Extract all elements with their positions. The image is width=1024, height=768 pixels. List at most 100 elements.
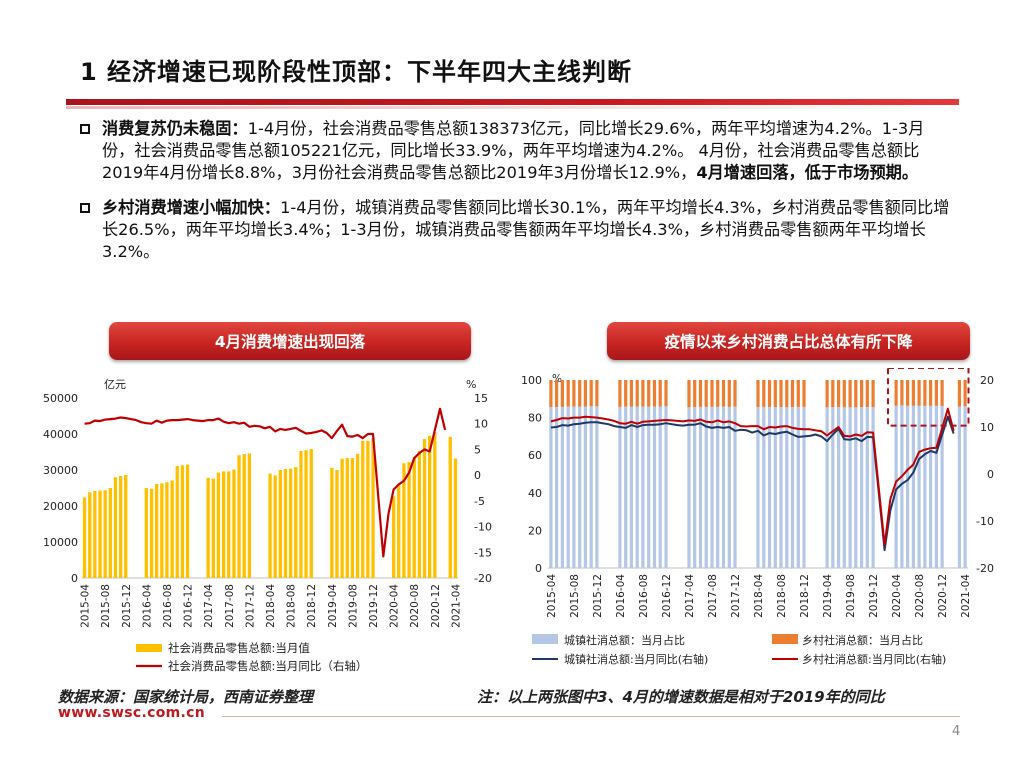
page-number: 4 (952, 724, 961, 739)
sales-bar (355, 453, 360, 578)
y-tick-label-left: 50000 (43, 392, 78, 405)
y-tick-label-left: 0 (71, 572, 78, 585)
sales-bar (160, 483, 164, 578)
y-tick-label-right: -15 (474, 546, 492, 559)
x-tick-label: 2018-12 (306, 584, 318, 628)
legend-label: 城镇社消总额：当月占比 (564, 633, 685, 647)
urban-share-bar (848, 407, 852, 568)
rural-share-bar (647, 380, 651, 407)
rural-share-bar (560, 380, 564, 407)
rural-share-bar (687, 380, 691, 408)
x-tick-label: 2020-12 (937, 574, 949, 618)
website-url[interactable]: www.swsc.com.cn (58, 705, 206, 721)
sales-bar (149, 488, 154, 578)
y-tick-label-left: 30000 (43, 464, 78, 477)
title-underline-shadow (66, 106, 959, 109)
legend-label: 乡村社消总额：当月占比 (802, 633, 923, 647)
sales-bar (417, 450, 421, 578)
sales-bar (433, 432, 437, 578)
y-tick-label-left: 80 (528, 412, 542, 425)
rural-share-bar (658, 380, 662, 407)
sales-bar (170, 480, 174, 578)
x-tick-label: 2020-04 (891, 574, 903, 618)
urban-share-bar (762, 406, 766, 568)
sales-bar (345, 458, 349, 578)
y-tick-label-right: 10 (980, 421, 994, 434)
sales-bar (283, 468, 288, 578)
urban-share-bar (693, 407, 697, 568)
x-tick-label: 2020-08 (914, 574, 926, 618)
urban-share-bar (906, 405, 910, 568)
right-axis-unit: % (466, 378, 476, 391)
rural-share-bar (831, 380, 835, 408)
x-tick-label: 2017-08 (707, 574, 719, 618)
rural-share-bar (693, 380, 697, 408)
x-tick-label: 2020-04 (389, 584, 401, 628)
urban-share-bar (589, 406, 593, 568)
sales-bar (289, 468, 293, 578)
x-tick-label: 2021-04 (450, 584, 462, 628)
retail-sales-chart: 50000 40000 30000 20000 10000 0 15 10 5 0 -5 -10 -15… (43, 378, 492, 673)
sales-bar (175, 466, 179, 578)
x-tick-label: 2021-04 (960, 574, 972, 618)
x-tick-label: 2016-08 (162, 584, 174, 628)
bullet-consumption-recovery: 消费复苏仍未稳固：1-4月份，社会消费品零售总额138373亿元，同比增长29.… (80, 118, 950, 184)
bullet-list: 消费复苏仍未稳固：1-4月份，社会消费品零售总额138373亿元，同比增长29.… (80, 118, 950, 276)
yoy-growth-line (84, 407, 447, 558)
rural-share-bar (762, 380, 766, 407)
urban-share-bar (727, 406, 731, 568)
sales-bar (165, 482, 169, 578)
urban-share-bar (894, 405, 898, 568)
x-tick-label: 2015-08 (100, 584, 112, 628)
urban-share-bar (773, 407, 777, 568)
x-tick-label: 2018-04 (265, 584, 277, 628)
rural-share-bar (624, 380, 628, 407)
urban-share-bar (652, 406, 657, 568)
sales-bar (185, 464, 190, 578)
rural-share-bar (906, 380, 910, 406)
sales-bar (119, 476, 123, 578)
chart-note: 注：以上两张图中3、4月的增速数据是相对于2019年的同比 (477, 688, 885, 706)
x-tick-label: 2020-12 (430, 584, 442, 628)
legend-label: 社会消费品零售总额:当月值 (168, 641, 310, 655)
bullet-text: 1-4月份，社会消费品零售总额138373亿元，同比增长29.6%，两年平均增速… (102, 119, 925, 182)
x-tick-label: 2015-08 (569, 574, 581, 618)
urban-yoy-line (550, 415, 955, 552)
y-tick-label-right: 20 (980, 374, 994, 387)
rural-share-bar (549, 380, 553, 408)
x-tick-label: 2017-08 (224, 584, 236, 628)
rural-share-bar (698, 380, 703, 407)
footer-divider (222, 716, 960, 717)
urban-share-bar (790, 407, 795, 568)
y-tick-label-right: -5 (474, 495, 485, 508)
x-tick-label: 2019-12 (868, 574, 880, 618)
urban-share-bar (779, 407, 783, 568)
sales-bar (211, 478, 215, 578)
x-tick-label: 2017-04 (203, 584, 215, 628)
legend-label: 乡村社消总额:当月同比(右轴) (802, 652, 946, 666)
y-tick-label-right: -20 (474, 572, 492, 585)
x-tick-label: 2016-12 (183, 584, 195, 628)
x-tick-label: 2019-12 (368, 584, 380, 628)
urban-share-bar (957, 406, 961, 568)
x-tick-label: 2019-08 (347, 584, 359, 628)
x-tick-label: 2015-04 (80, 584, 92, 628)
rural-share-bar (664, 380, 668, 407)
rural-share-bar (635, 380, 639, 407)
rural-share-bar (923, 380, 927, 406)
rural-share-bar (837, 380, 841, 408)
y-tick-label-left: 40 (528, 487, 542, 500)
left-chart-title-pill: 4月消费增速出现回落 (109, 322, 471, 360)
urban-share-bar (647, 406, 651, 568)
sales-bar (108, 488, 112, 578)
x-tick-label: 2016-04 (141, 584, 153, 628)
rural-share-bar (629, 380, 633, 407)
rural-share-bar (842, 380, 846, 408)
sales-bar (448, 436, 452, 578)
rural-share-bar (578, 380, 582, 407)
urban-share-bar (963, 406, 967, 568)
urban-share-bar (624, 406, 628, 568)
rural-share-bar (779, 380, 783, 408)
sales-bar (88, 492, 92, 578)
